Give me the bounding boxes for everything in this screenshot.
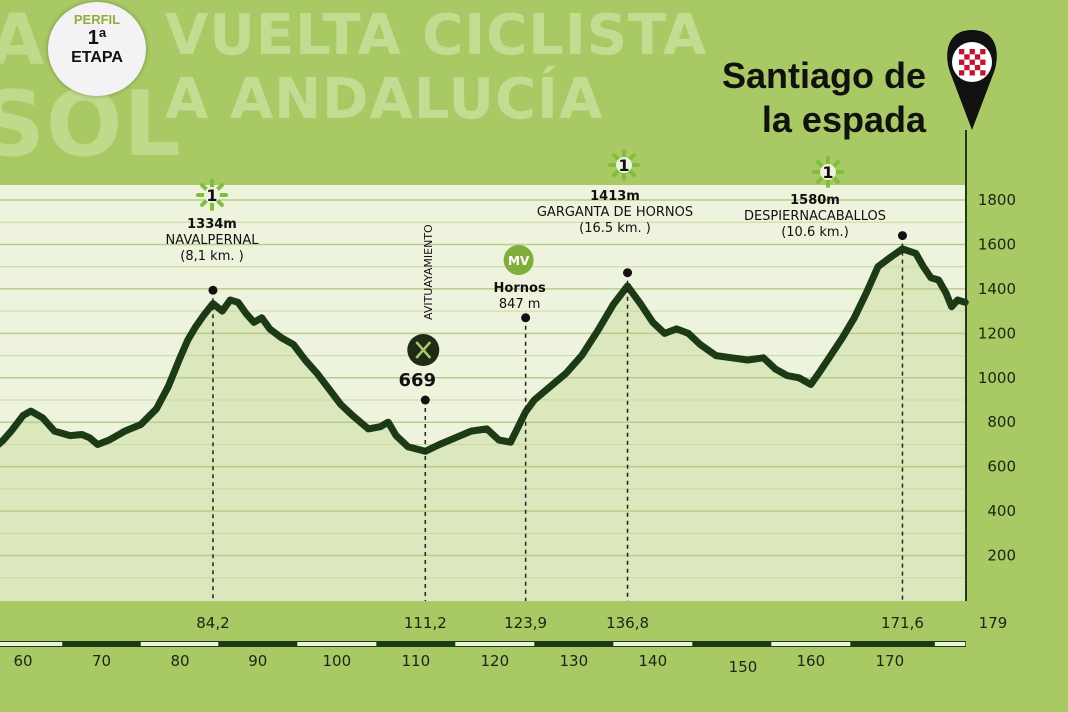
title-line-2: A ANDALUCÍA bbox=[165, 67, 604, 132]
y-tick-label-1600: 1600 bbox=[978, 235, 1016, 253]
x-tick-label-120: 120 bbox=[480, 652, 509, 670]
y-tick-label-200: 200 bbox=[987, 547, 1016, 565]
climb-icon-1 bbox=[608, 149, 640, 181]
stage-badge: PERFIL 1ª ETAPA bbox=[48, 2, 146, 96]
climb-text-1-2: (16.5 km. ) bbox=[579, 221, 651, 236]
x-tick-label-60: 60 bbox=[13, 652, 32, 670]
climb-category-2: 1 bbox=[822, 163, 833, 182]
finish-check-cell bbox=[964, 54, 970, 60]
profile-area bbox=[0, 248, 966, 601]
climb-text-2-0: 1580m bbox=[790, 193, 840, 208]
marker-dot-2 bbox=[521, 313, 531, 323]
finish-check-cell bbox=[974, 54, 981, 60]
y-tick-label-800: 800 bbox=[987, 413, 1016, 431]
distance-bar-segment-115 bbox=[455, 642, 535, 646]
climb-icon-2 bbox=[812, 156, 844, 188]
climb-text-0-0: 1334m bbox=[187, 217, 237, 232]
x-tick-label-160: 160 bbox=[796, 652, 825, 670]
climb-icon-center bbox=[616, 157, 632, 173]
finish-check-cell bbox=[969, 59, 975, 65]
x-tick-label-170: 170 bbox=[875, 652, 904, 670]
x-tick-label-90: 90 bbox=[248, 652, 267, 670]
finish-check-cell bbox=[980, 59, 986, 65]
x-tick-label-140: 140 bbox=[638, 652, 667, 670]
x-tick-label-70: 70 bbox=[92, 652, 111, 670]
climb-category-0: 1 bbox=[206, 186, 217, 205]
finish-check-cell bbox=[969, 49, 975, 55]
y-tick-label-600: 600 bbox=[987, 458, 1016, 476]
finish-location: Santiago de la espada bbox=[722, 54, 926, 142]
finish-line-2: la espada bbox=[761, 99, 926, 140]
marker-dot-1 bbox=[420, 395, 430, 405]
sprint-icon-label: MV bbox=[508, 254, 530, 268]
distance-bar-segment-55 bbox=[0, 642, 63, 646]
finish-check-cell bbox=[959, 70, 965, 76]
km-marker-5: 179 bbox=[979, 614, 1008, 632]
x-tick-label-80: 80 bbox=[170, 652, 189, 670]
feed-zone-vertical-label: AVITUAYAMIENTO bbox=[422, 224, 435, 320]
climb-text-0-1: NAVALPERNAL bbox=[166, 233, 260, 248]
badge-stage-label: ETAPA bbox=[71, 49, 123, 66]
badge-profile-label: PERFIL bbox=[73, 12, 121, 27]
x-tick-label-130: 130 bbox=[559, 652, 588, 670]
climb-icon-center bbox=[204, 187, 220, 203]
badge-stage-number: 1ª bbox=[87, 27, 107, 49]
climb-text-1-1: GARGANTA DE HORNOS bbox=[537, 205, 693, 220]
distance-bar-segment-135 bbox=[613, 642, 693, 646]
distance-bar-segment-175 bbox=[934, 642, 966, 646]
finish-check-cell bbox=[959, 59, 965, 65]
y-tick-label-400: 400 bbox=[987, 502, 1016, 520]
climb-icon-center bbox=[820, 164, 836, 180]
feed-zone-altitude: 669 bbox=[399, 370, 437, 391]
finish-check-cell bbox=[980, 70, 986, 76]
distance-bar-segment-155 bbox=[771, 642, 851, 646]
finish-check-cell bbox=[980, 49, 986, 55]
km-marker-2: 123,9 bbox=[504, 614, 547, 632]
marker-dot-4 bbox=[897, 231, 907, 241]
finish-check-cell bbox=[964, 64, 970, 71]
profile-line bbox=[0, 245, 969, 455]
km-marker-1: 111,2 bbox=[404, 614, 447, 632]
finish-check-cell bbox=[974, 64, 981, 71]
marker-dot-3 bbox=[623, 268, 633, 278]
title-fragment-a: A bbox=[0, 0, 46, 81]
marker-dot-0 bbox=[208, 285, 218, 295]
finish-check-cell bbox=[959, 49, 965, 55]
climb-category-1: 1 bbox=[618, 156, 629, 175]
x-tick-label-110: 110 bbox=[401, 652, 430, 670]
climb-icon-0 bbox=[196, 179, 228, 211]
sprint-location: Hornos bbox=[494, 281, 546, 296]
x-tick-label-150: 150 bbox=[729, 658, 758, 676]
x-tick-label-100: 100 bbox=[322, 652, 351, 670]
km-marker-3: 136,8 bbox=[606, 614, 649, 632]
km-marker-4: 171,6 bbox=[881, 614, 924, 632]
climb-text-2-1: DESPIERNACABALLOS bbox=[744, 209, 886, 224]
finish-line-1: Santiago de bbox=[721, 55, 926, 96]
sprint-icon bbox=[503, 245, 534, 275]
y-tick-label-1000: 1000 bbox=[978, 369, 1016, 387]
feed-zone-knife bbox=[415, 341, 432, 359]
header-background bbox=[0, 0, 1068, 185]
y-tick-label-1200: 1200 bbox=[978, 324, 1016, 342]
km-marker-0: 84,2 bbox=[196, 614, 229, 632]
finish-pin-icon bbox=[947, 30, 997, 130]
climb-text-1-0: 1413m bbox=[590, 189, 640, 204]
y-tick-label-1400: 1400 bbox=[978, 280, 1016, 298]
sprint-altitude: 847 m bbox=[499, 297, 541, 312]
climb-text-0-2: (8,1 km. ) bbox=[180, 249, 243, 264]
distance-bar-segment-75 bbox=[140, 642, 219, 646]
distance-bar-segment-95 bbox=[297, 642, 377, 646]
title-line-1: VUELTA CICLISTA bbox=[165, 3, 708, 68]
finish-check-cell bbox=[969, 70, 975, 76]
y-tick-label-1800: 1800 bbox=[978, 191, 1016, 209]
climb-text-2-2: (10.6 km.) bbox=[781, 225, 849, 240]
